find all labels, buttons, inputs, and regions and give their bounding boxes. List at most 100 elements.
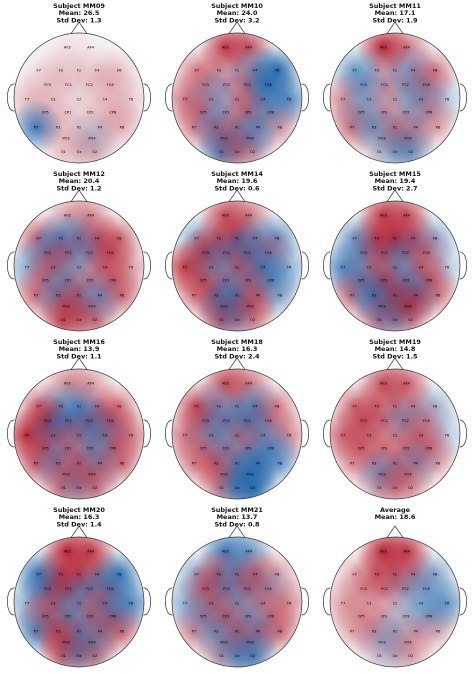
panel-title-line: Std Dev: 0.8 — [214, 520, 260, 528]
electrode-label-FC1: FC1 — [65, 419, 72, 423]
electrode-label-C4: C4 — [103, 433, 109, 437]
panel-title-line: Mean: 24.0 — [217, 9, 258, 17]
electrode-label-PO4: PO4 — [404, 304, 412, 308]
electrode-label-PO3: PO3 — [220, 472, 227, 476]
electrode-label-O1: O1 — [377, 150, 382, 154]
head-outline — [13, 536, 145, 668]
electrode-label-F4: F4 — [411, 69, 416, 73]
electrode-label-PO4: PO4 — [88, 472, 96, 476]
electrode-label-FC1: FC1 — [381, 251, 388, 255]
electrode-label-CP1: CP1 — [64, 614, 71, 618]
electrode-label-P3: P3 — [214, 629, 218, 633]
right-ear-outline — [301, 419, 309, 448]
electrode-label-T7: T7 — [340, 601, 345, 605]
electrode-label-P8: P8 — [120, 629, 125, 633]
nose-outline — [228, 357, 246, 370]
electrode-label-C3: C3 — [51, 97, 56, 101]
electrode-label-C3: C3 — [209, 265, 214, 269]
electrode-label-Fz: Fz — [393, 69, 397, 73]
electrode-label-Cz: Cz — [235, 601, 240, 605]
panel-title-line: Std Dev: 1.9 — [372, 16, 418, 24]
electrode-label-T7: T7 — [24, 265, 29, 269]
right-ear-outline — [143, 419, 151, 448]
electrode-label-FC6: FC6 — [423, 419, 431, 423]
electrode-label-CP5: CP5 — [358, 614, 365, 618]
electrode-label-CP1: CP1 — [380, 110, 387, 114]
electrode-label-F8: F8 — [433, 573, 438, 577]
electrode-label-Pz: Pz — [393, 629, 397, 633]
electrode-label-FC5: FC5 — [202, 587, 209, 591]
electrode-label-Cz: Cz — [393, 601, 398, 605]
electrode-label-F3: F3 — [217, 69, 221, 73]
electrode-label-FC2: FC2 — [86, 587, 93, 591]
activation-blob-O2 — [383, 628, 438, 667]
electrode-label-Fz: Fz — [77, 405, 81, 409]
electrode-label-C4: C4 — [103, 601, 109, 605]
electrode-label-Fz: Fz — [77, 573, 81, 577]
head-outline — [171, 536, 303, 668]
electrode-label-PO4: PO4 — [246, 136, 254, 140]
electrode-label-P4: P4 — [98, 293, 103, 297]
electrode-label-F8: F8 — [433, 405, 438, 409]
electrode-label-P4: P4 — [256, 461, 261, 465]
electrode-label-F8: F8 — [117, 69, 122, 73]
electrode-label-CP1: CP1 — [222, 278, 229, 282]
electrode-label-P8: P8 — [278, 293, 283, 297]
electrode-label-P4: P4 — [414, 461, 419, 465]
electrode-label-AF3: AF3 — [64, 549, 71, 553]
electrode-label-PO3: PO3 — [378, 136, 385, 140]
electrode-label-PO3: PO3 — [220, 640, 227, 644]
electrode-label-F4: F4 — [253, 573, 258, 577]
electrode-label-F3: F3 — [59, 405, 63, 409]
electrode-label-Oz: Oz — [235, 654, 240, 658]
electrode-label-C4: C4 — [419, 265, 425, 269]
electrode-label-O1: O1 — [219, 318, 224, 322]
activation-blob-O2 — [67, 292, 122, 331]
electrode-label-AF4: AF4 — [87, 549, 95, 553]
electrode-label-O2: O2 — [408, 150, 413, 154]
electrode-label-T7: T7 — [182, 601, 187, 605]
electrode-label-F3: F3 — [375, 237, 379, 241]
electrode-label-P7: P7 — [350, 125, 354, 129]
left-ear-outline — [165, 587, 173, 616]
electrode-label-F8: F8 — [433, 69, 438, 73]
electrode-label-FC6: FC6 — [265, 419, 273, 423]
head-outline — [329, 32, 461, 164]
electrode-label-FC5: FC5 — [360, 251, 367, 255]
electrode-label-FC1: FC1 — [223, 83, 230, 87]
electrode-label-P8: P8 — [278, 461, 283, 465]
left-ear-outline — [7, 419, 15, 448]
electrode-label-P8: P8 — [120, 293, 125, 297]
electrode-label-P4: P4 — [414, 629, 419, 633]
electrode-label-CP1: CP1 — [380, 614, 387, 618]
electrode-label-C3: C3 — [209, 601, 214, 605]
electrode-label-F8: F8 — [275, 237, 280, 241]
electrode-label-F7: F7 — [353, 573, 357, 577]
electrode-label-Oz: Oz — [77, 318, 82, 322]
electrode-label-T8: T8 — [128, 265, 134, 269]
electrode-label-CP6: CP6 — [425, 446, 433, 450]
electrode-label-C4: C4 — [261, 265, 267, 269]
electrode-label-P7: P7 — [34, 461, 38, 465]
electrode-label-T8: T8 — [128, 433, 134, 437]
electrode-label-Oz: Oz — [393, 654, 398, 658]
electrode-label-FC2: FC2 — [402, 83, 409, 87]
electrode-label-F8: F8 — [117, 405, 122, 409]
panel-title-line: Average — [380, 506, 411, 514]
electrode-label-O2: O2 — [92, 654, 97, 658]
electrode-label-P8: P8 — [278, 125, 283, 129]
right-ear-outline — [459, 83, 467, 112]
electrode-label-Pz: Pz — [393, 125, 397, 129]
left-ear-outline — [323, 251, 331, 280]
electrode-label-Fz: Fz — [393, 237, 397, 241]
electrode-label-T8: T8 — [128, 601, 134, 605]
electrode-label-FC5: FC5 — [360, 587, 367, 591]
electrode-label-Cz: Cz — [235, 433, 240, 437]
electrode-label-CP6: CP6 — [425, 110, 433, 114]
electrode-label-F7: F7 — [353, 69, 357, 73]
electrode-label-O1: O1 — [219, 150, 224, 154]
activation-blob-O2 — [225, 124, 280, 163]
electrode-label-C4: C4 — [103, 265, 109, 269]
